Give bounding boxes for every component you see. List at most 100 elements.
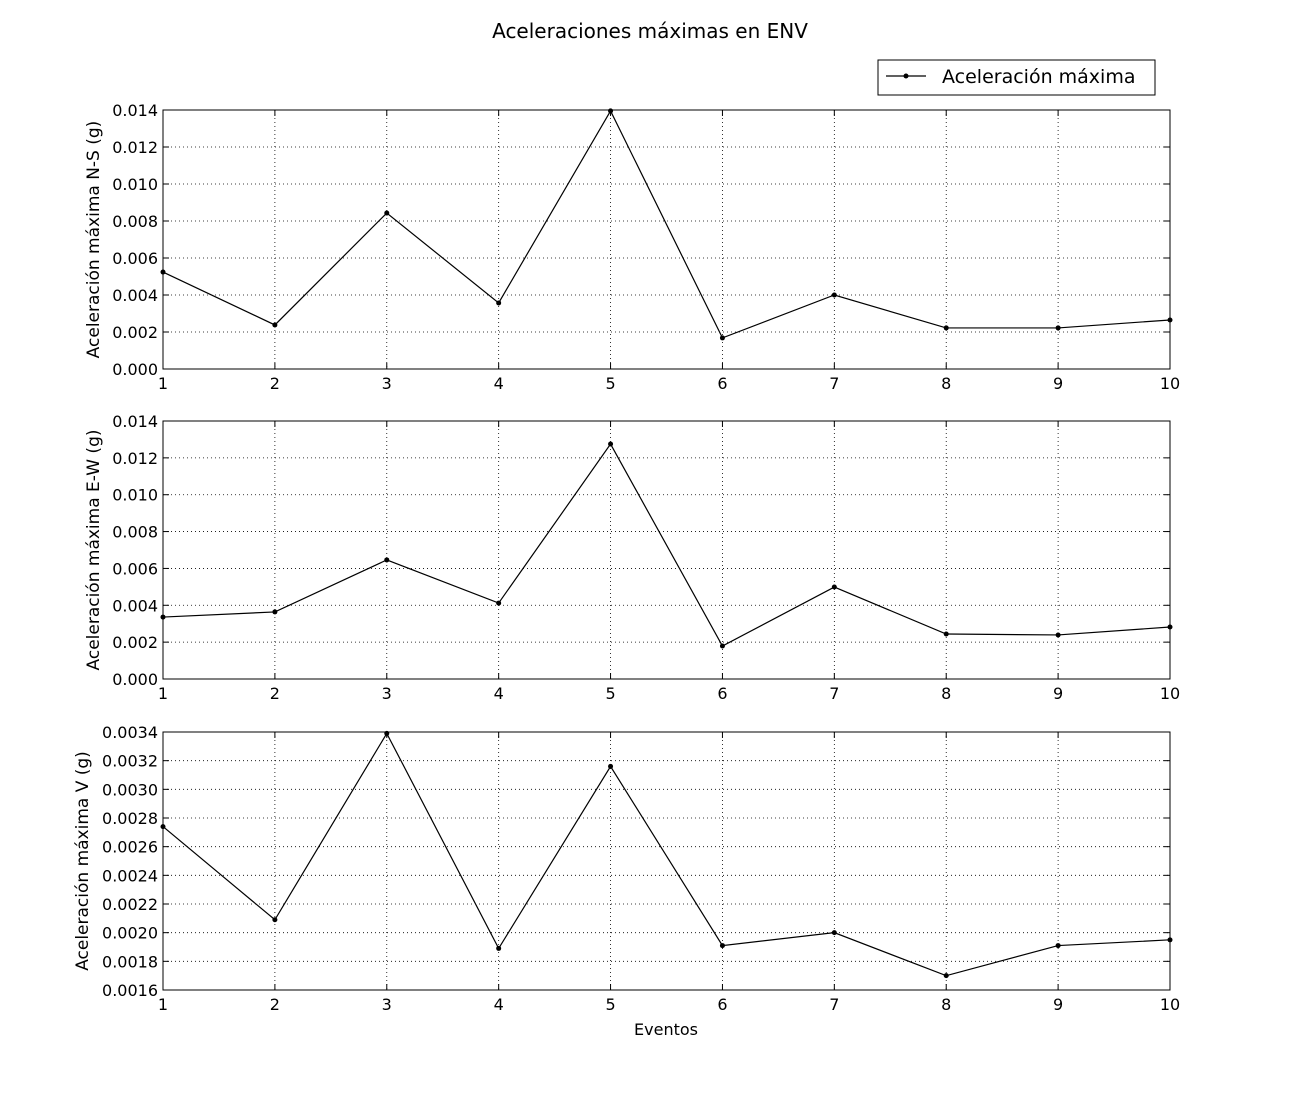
x-tick-label: 7	[829, 995, 839, 1014]
x-tick-label: 10	[1160, 684, 1180, 703]
x-tick-label: 10	[1160, 995, 1180, 1014]
data-point	[831, 930, 837, 936]
data-point	[943, 973, 949, 979]
y-tick-label: 0.0024	[102, 866, 158, 885]
y-tick-label: 0.014	[112, 412, 158, 431]
data-point	[160, 824, 166, 830]
data-point	[943, 325, 949, 331]
data-point	[160, 269, 166, 275]
data-point	[496, 600, 502, 606]
x-tick-label: 3	[382, 995, 392, 1014]
y-tick-label: 0.0020	[102, 924, 158, 943]
y-tick-label: 0.002	[112, 633, 158, 652]
y-axis-label: Aceleración máxima E-W (g)	[84, 430, 104, 671]
x-tick-label: 5	[605, 995, 615, 1014]
x-tick-label: 1	[158, 995, 168, 1014]
data-point	[1055, 325, 1061, 331]
x-tick-label: 5	[605, 684, 615, 703]
y-tick-label: 0.008	[112, 212, 158, 231]
x-tick-label: 7	[829, 374, 839, 393]
x-tick-label: 2	[270, 374, 280, 393]
y-tick-label: 0.0034	[102, 723, 158, 742]
x-tick-label: 4	[494, 995, 504, 1014]
x-tick-label: 2	[270, 995, 280, 1014]
x-tick-label: 3	[382, 684, 392, 703]
data-point	[831, 584, 837, 590]
data-point	[719, 943, 725, 949]
x-axis-label: Eventos	[634, 1020, 698, 1039]
x-tick-label: 4	[494, 374, 504, 393]
data-point	[608, 763, 614, 769]
y-tick-label: 0.0032	[102, 752, 158, 771]
x-tick-label: 10	[1160, 374, 1180, 393]
y-tick-label: 0.008	[112, 523, 158, 542]
series-line	[162, 109, 1171, 339]
y-tick-label: 0.0030	[102, 780, 158, 799]
x-tick-label: 6	[717, 995, 727, 1014]
subplot-3: 1 2 3 4 5 6 7 8 9 10 0.0016 0.0018 0.0020 0.0022 0.002…	[73, 723, 1180, 1014]
x-tick-label: 1	[158, 374, 168, 393]
y-tick-label: 0.014	[112, 101, 158, 120]
series-line	[162, 442, 1171, 647]
data-point	[384, 730, 390, 736]
data-point	[943, 631, 949, 637]
y-tick-label: 0.010	[112, 175, 158, 194]
data-point	[1055, 632, 1061, 638]
y-tick-label: 0.0016	[102, 981, 158, 1000]
subplot-1: 1 2 3 4 5 6 7 8 9 10 0.000 0.002 0.004 0.006 0.008 0.01…	[84, 101, 1180, 393]
y-tick-label: 0.006	[112, 249, 158, 268]
y-tick-label: 0.012	[112, 449, 158, 468]
y-tick-label: 0.000	[112, 360, 158, 379]
data-point	[272, 917, 278, 923]
axes-frame	[162, 731, 1171, 991]
x-tick-label: 3	[382, 374, 392, 393]
y-tick-label: 0.004	[112, 286, 158, 305]
x-tick-label: 9	[1053, 684, 1063, 703]
x-tick-label: 8	[941, 374, 951, 393]
y-tick-label: 0.010	[112, 486, 158, 505]
chart-title: Aceleraciones máximas en ENV	[492, 19, 808, 43]
y-tick-label: 0.0018	[102, 952, 158, 971]
data-point	[1167, 624, 1173, 630]
data-point	[160, 614, 166, 620]
legend-box	[877, 59, 1156, 96]
data-point	[272, 609, 278, 615]
y-axis-label: Aceleración máxima N-S (g)	[84, 121, 104, 359]
x-tick-label: 6	[717, 374, 727, 393]
x-tick-label: 9	[1053, 995, 1063, 1014]
data-point	[1167, 317, 1173, 323]
x-tick-label: 9	[1053, 374, 1063, 393]
y-tick-label: 0.006	[112, 559, 158, 578]
subplot-2: 1 2 3 4 5 6 7 8 9 10 0.000 0.002 0.004 0.006 0.008 0.01…	[84, 412, 1180, 703]
y-axis-label: Aceleración máxima V (g)	[73, 751, 93, 971]
y-tick-label: 0.004	[112, 596, 158, 615]
x-tick-label: 6	[717, 684, 727, 703]
x-tick-label: 1	[158, 684, 168, 703]
legend: Aceleración máxima	[877, 59, 1156, 96]
legend-dot-marker	[903, 73, 909, 79]
y-tick-label: 0.002	[112, 323, 158, 342]
data-point	[384, 557, 390, 563]
data-point	[608, 441, 614, 447]
data-point	[608, 108, 614, 114]
data-point	[1055, 943, 1061, 949]
y-tick-label: 0.0022	[102, 895, 158, 914]
y-tick-label: 0.0028	[102, 809, 158, 828]
axes-frame	[162, 109, 1171, 370]
data-point	[384, 210, 390, 216]
x-tick-label: 5	[605, 374, 615, 393]
x-tick-label: 4	[494, 684, 504, 703]
data-point	[831, 292, 837, 298]
data-point	[496, 300, 502, 306]
axes-frame	[162, 420, 1171, 680]
x-tick-label: 7	[829, 684, 839, 703]
x-tick-label: 2	[270, 684, 280, 703]
series-line	[162, 732, 1171, 977]
y-tick-label: 0.0026	[102, 838, 158, 857]
data-point	[719, 643, 725, 649]
y-tick-label: 0.012	[112, 138, 158, 157]
x-tick-label: 8	[941, 684, 951, 703]
data-point	[719, 335, 725, 341]
legend-label: Aceleración máxima	[942, 66, 1135, 88]
